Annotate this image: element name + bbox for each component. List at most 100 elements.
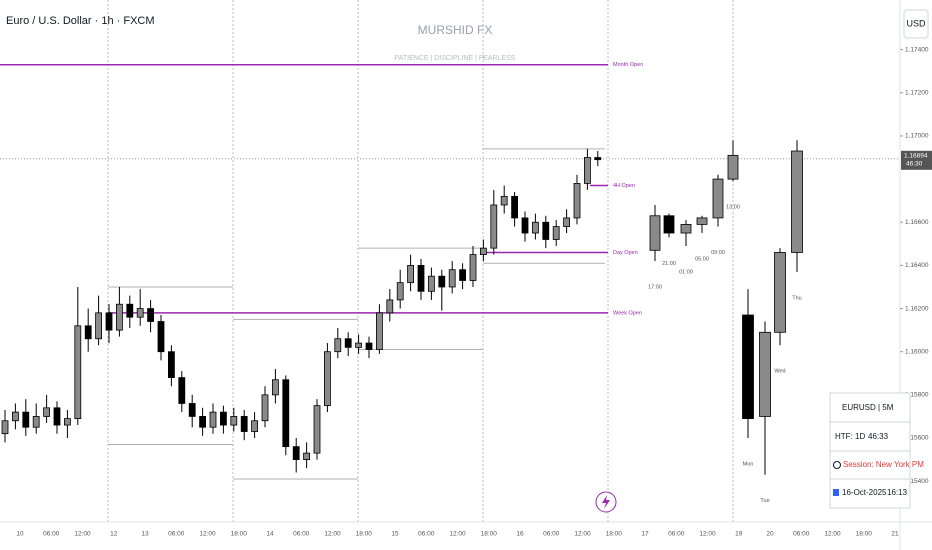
current-price-label: 1.16894	[904, 153, 928, 160]
bolt	[602, 495, 610, 509]
candle-body	[136, 308, 144, 318]
y-tick-label: 1.15800	[905, 392, 929, 399]
level-label: Week Open	[613, 310, 642, 316]
candle-body	[43, 407, 50, 417]
candle-body	[167, 351, 175, 378]
htf-label: 09:00	[711, 250, 725, 256]
candle-body	[727, 154, 739, 180]
candle-body	[209, 411, 217, 428]
y-tick-label: 1.17200	[905, 89, 929, 96]
candle-body	[53, 407, 61, 426]
candle-body	[542, 221, 550, 240]
candle-body	[774, 252, 786, 333]
candle-body	[584, 157, 591, 184]
candle-body	[365, 342, 373, 350]
currency-label: USD	[906, 18, 926, 28]
panel-htf: HTF: 1D	[835, 432, 865, 441]
x-tick-label: 12:00	[574, 531, 591, 538]
level-label: Month Open	[613, 62, 643, 68]
x-tick-label: 12:00	[324, 531, 341, 538]
info-panel: EURUSD | 5M HTF: 1D 46:33 Session: New Y…	[829, 392, 924, 509]
candle-body	[521, 217, 529, 234]
candle-body	[490, 204, 498, 249]
x-tick-label: 06:00	[43, 531, 60, 538]
x-tick-label: 12:00	[449, 531, 466, 538]
clock-icon	[833, 461, 841, 469]
candle-body	[105, 312, 113, 331]
y-tick-label: 1.16600	[905, 219, 929, 226]
y-tick-label: 1.17400	[905, 46, 929, 53]
x-tick-label: 06:00	[543, 531, 560, 538]
candle-body	[696, 217, 708, 225]
candle-body	[84, 325, 92, 340]
candle-body	[32, 416, 40, 428]
candle-body	[407, 264, 415, 284]
candle-body	[712, 178, 724, 219]
x-tick-label: 19	[735, 531, 743, 538]
x-tick-label: 14	[266, 531, 274, 538]
panel-time: 16:13	[887, 488, 908, 497]
candle-body	[323, 351, 331, 407]
y-tick-label: 1.16000	[905, 348, 929, 355]
candle-body	[759, 331, 771, 417]
x-tick-label: 12:00	[824, 531, 841, 538]
panel-symbol: EURUSD | 5M	[842, 403, 894, 412]
candle-body	[271, 379, 279, 396]
candle-body	[479, 247, 487, 256]
candle-body	[552, 226, 560, 240]
candle-body	[126, 303, 134, 318]
x-tick-label: 18:00	[231, 531, 248, 538]
htf-label: Wed	[774, 369, 785, 375]
x-tick-label: 20	[766, 531, 774, 538]
candle-body	[116, 303, 123, 331]
x-tick-label: 15	[391, 531, 399, 538]
candle-body	[355, 342, 363, 348]
panel-session: Session: New York PM	[843, 460, 924, 469]
y-tick-label: 1.16200	[905, 305, 929, 312]
x-tick-label: 18:00	[481, 531, 498, 538]
candle-body	[282, 379, 290, 448]
x-tick-label: 06:00	[418, 531, 435, 538]
candle-body	[334, 338, 342, 353]
watermark-subtitle: PATIENCE | DISCIPLINE | FEARLESS	[395, 55, 516, 62]
x-tick-label: 06:00	[293, 531, 310, 538]
x-tick-label: 13	[141, 531, 149, 538]
x-tick-label: 17	[641, 531, 649, 538]
candle-body	[742, 314, 754, 419]
htf-label: Thu	[792, 295, 801, 301]
candle-body	[74, 325, 82, 419]
candle-body	[188, 403, 196, 417]
candle-body	[261, 394, 269, 422]
candle-body	[147, 308, 155, 322]
calendar-icon	[833, 489, 839, 496]
candle-body	[511, 195, 519, 219]
candle-body	[448, 269, 456, 288]
x-tick-label: 16	[516, 531, 524, 538]
candle-body	[417, 264, 425, 292]
level-label: 4H Open	[613, 183, 635, 189]
x-tick-label: 21	[891, 531, 899, 538]
candle-body	[251, 420, 259, 432]
currency-button[interactable]	[903, 9, 929, 39]
candle-body	[95, 312, 102, 340]
candle-body	[64, 418, 71, 426]
x-tick-label: 06:00	[168, 531, 185, 538]
x-tick-label: 12	[110, 531, 118, 538]
candle-body	[573, 183, 581, 219]
candle-body	[199, 416, 207, 428]
candle-body	[240, 416, 248, 432]
y-tick-label: 1.15400	[905, 478, 929, 485]
candle-body	[375, 312, 383, 350]
watermark: MURSHID FX	[418, 23, 493, 37]
y-tick-label: 1.16400	[905, 262, 929, 269]
candle-body	[313, 405, 321, 454]
candle-body	[459, 269, 467, 281]
candle-body	[532, 221, 539, 234]
candle-body	[230, 416, 238, 426]
candle-body	[649, 215, 661, 251]
htf-label: 21:00	[662, 261, 676, 267]
countdown: 46:30	[906, 161, 923, 168]
candle-body	[1, 420, 9, 435]
